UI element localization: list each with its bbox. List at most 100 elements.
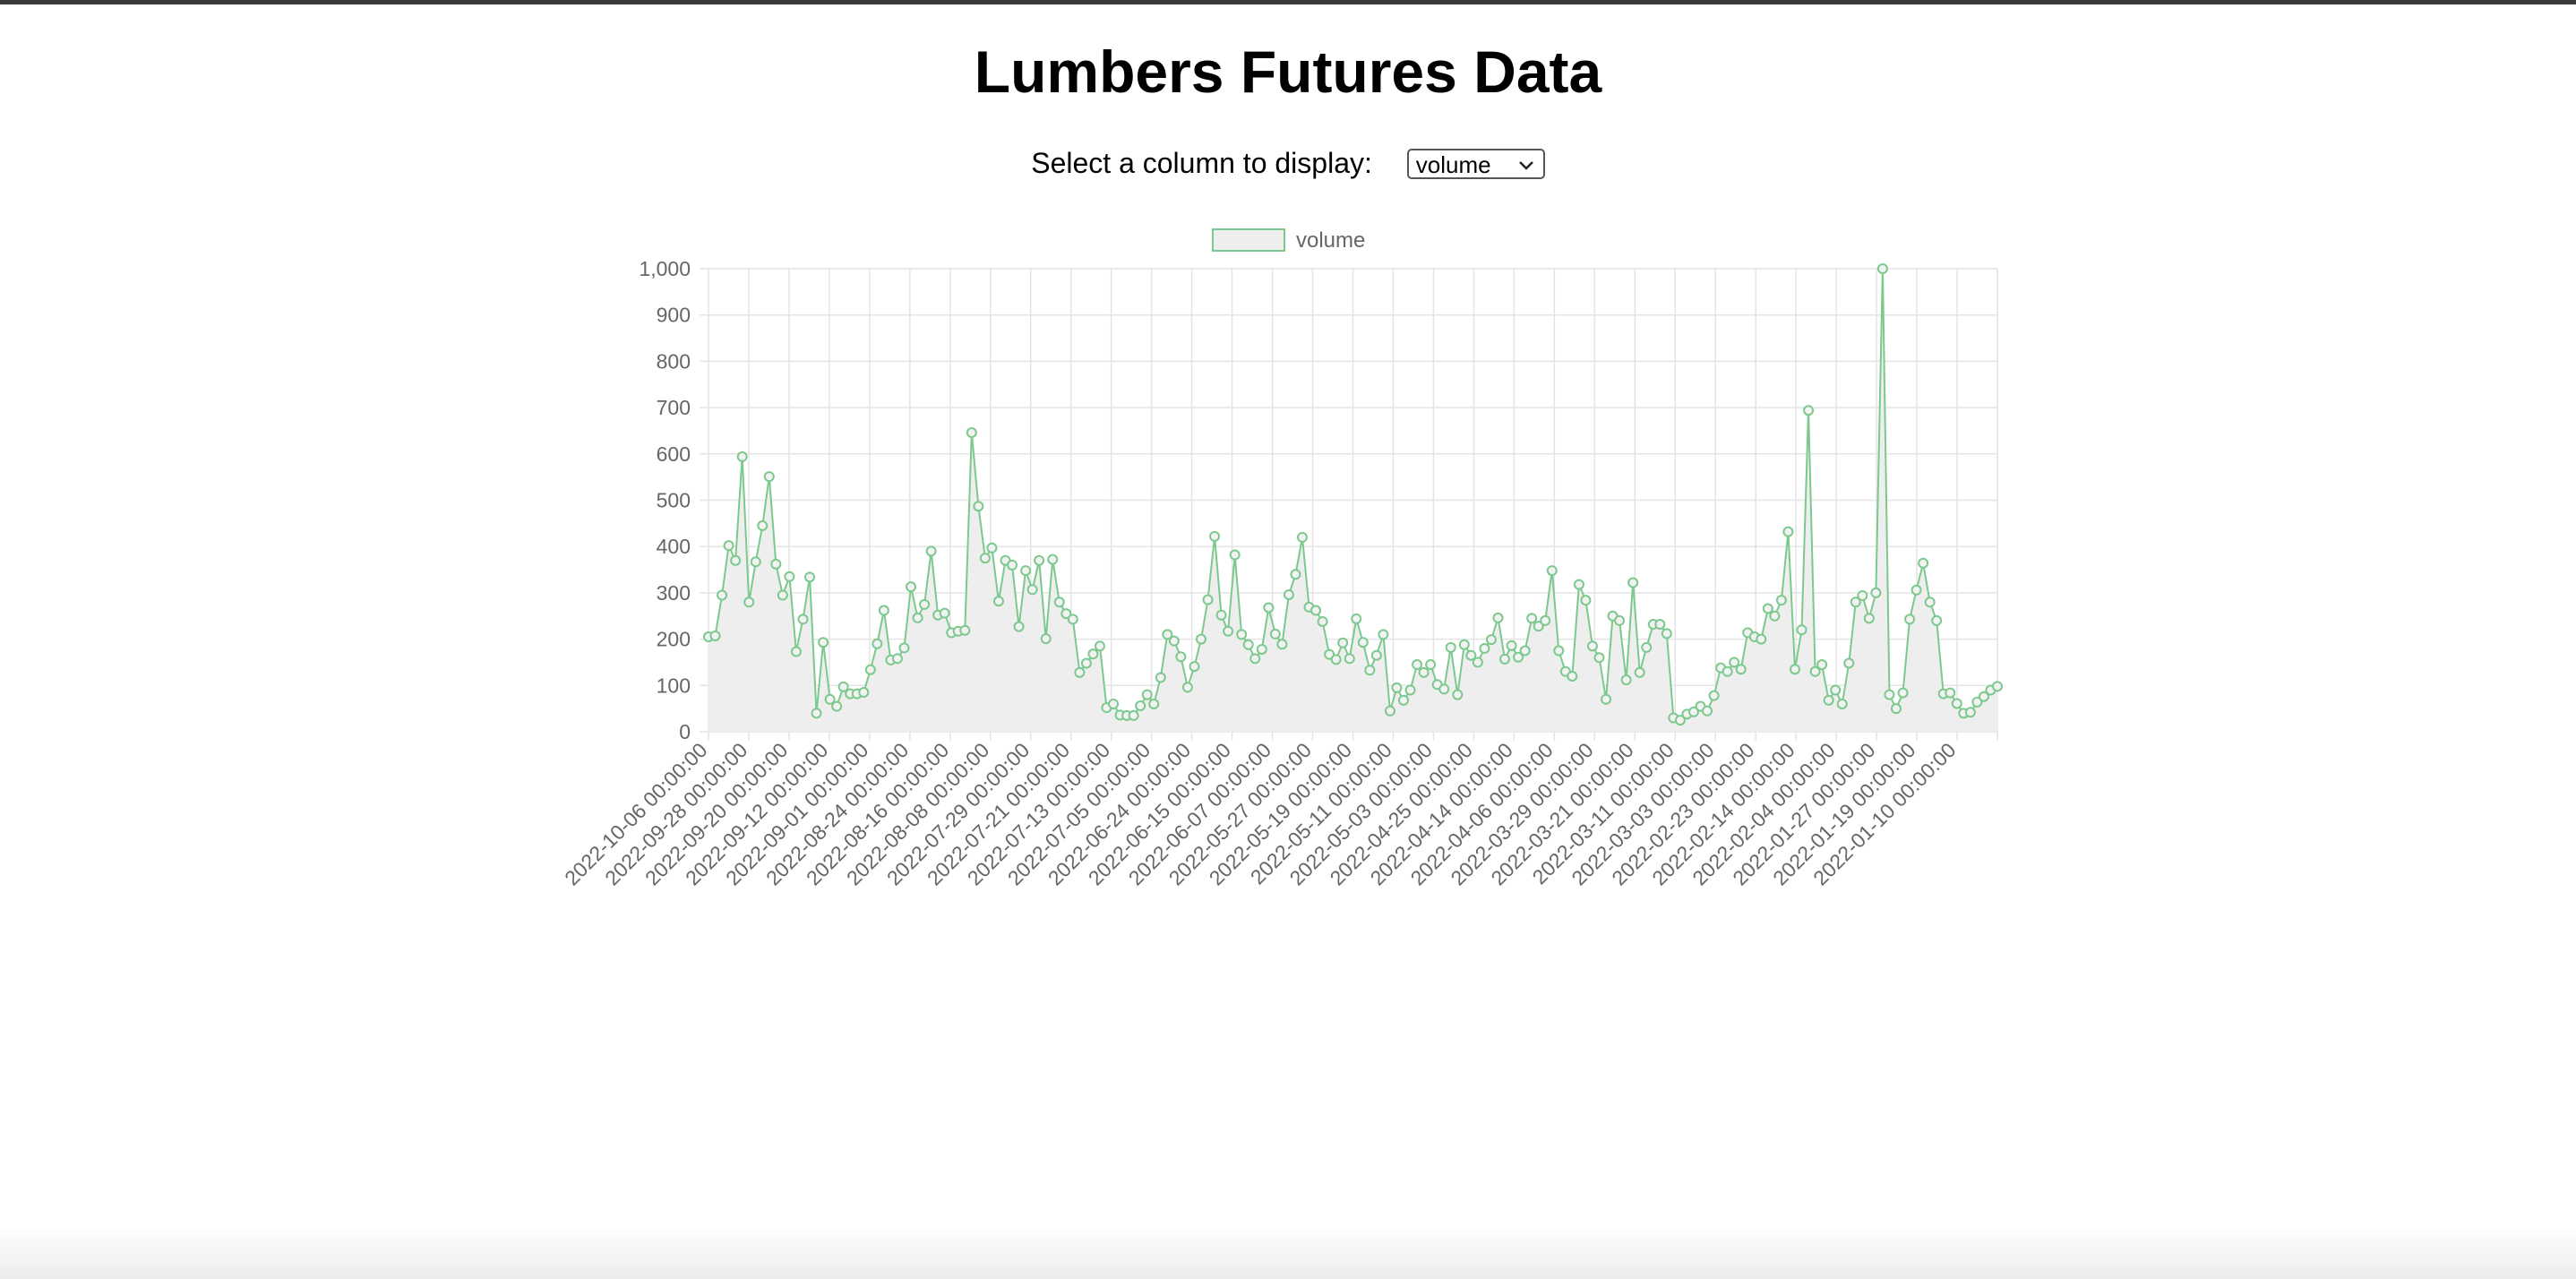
volume-data-point (1269, 628, 1281, 640)
volume-data-point (1836, 698, 1848, 709)
volume-data-point (1384, 705, 1395, 717)
volume-data-point (1370, 649, 1382, 661)
volume-data-point (1472, 657, 1483, 668)
volume-data-point (1499, 653, 1511, 665)
volume-data-point (1809, 665, 1821, 677)
volume-data-point (1209, 530, 1221, 542)
volume-data-point (1007, 559, 1018, 571)
volume-data-point (1876, 263, 1888, 274)
volume-data-point (1418, 666, 1430, 678)
window-top-bar (0, 0, 2576, 4)
volume-data-point (1918, 557, 1929, 569)
volume-data-point (1762, 603, 1773, 614)
volume-data-point (1026, 584, 1038, 596)
volume-data-point (1236, 629, 1248, 640)
volume-data-point (1992, 681, 2003, 692)
volume-data-point (1181, 682, 1193, 693)
volume-data-point (1567, 670, 1578, 682)
column-select-value: volume (1415, 150, 1491, 178)
volume-data-point (1034, 554, 1045, 566)
volume-data-point (736, 451, 748, 462)
volume-data-point (1404, 684, 1416, 696)
volume-data-point (1580, 595, 1592, 606)
volume-data-point (1620, 674, 1632, 686)
volume-data-point (1040, 633, 1052, 645)
volume-data-point (1553, 645, 1565, 657)
volume-data-point (1924, 597, 1936, 608)
volume-data-point (1614, 614, 1626, 626)
volume-data-point (818, 637, 829, 648)
volume-data-point (1857, 590, 1868, 602)
volume-data-point (966, 427, 977, 439)
volume-data-point (1546, 565, 1558, 577)
volume-data-point (1276, 639, 1288, 650)
volume-data-point (973, 501, 984, 512)
volume-data-point (824, 693, 836, 705)
volume-data-point (1769, 610, 1781, 622)
volume-data-point (906, 581, 917, 593)
volume-data-point (1141, 689, 1153, 700)
volume-data-point (1351, 613, 1362, 624)
volume-data-point (1479, 642, 1490, 654)
volume-data-point (864, 664, 876, 675)
volume-data-point (1080, 657, 1092, 669)
volume-data-point (1775, 595, 1787, 606)
volume-data-point (858, 687, 870, 699)
volume-data-point (1674, 715, 1686, 726)
volume-data-point (763, 471, 775, 483)
volume-data-point (1964, 707, 1976, 718)
volume-data-point (730, 554, 742, 566)
volume-data-point (992, 596, 1004, 607)
volume-data-point (1708, 690, 1720, 701)
volume-data-point (1687, 706, 1699, 717)
legend-label: volume (1296, 228, 1365, 253)
volume-data-point (1108, 698, 1120, 709)
volume-data-point (1290, 569, 1301, 580)
y-tick-label: 600 (657, 442, 691, 466)
y-tick-label: 100 (657, 674, 691, 697)
volume-data-point (723, 540, 734, 552)
volume-data-point (837, 681, 849, 692)
column-select[interactable]: volume (1406, 148, 1545, 179)
volume-data-point (1884, 689, 1895, 700)
volume-data-point (1601, 693, 1612, 705)
volume-data-point (1756, 633, 1767, 645)
volume-data-point (1911, 584, 1922, 596)
volume-data-point (1641, 641, 1653, 653)
volume-data-point (878, 605, 889, 616)
volume-data-point (1863, 613, 1875, 624)
volume-data-point (1317, 615, 1328, 627)
volume-data-point (1074, 666, 1086, 678)
volume-data-point (757, 519, 769, 531)
y-tick-label: 900 (657, 304, 691, 327)
volume-data-point (1412, 659, 1423, 671)
volume-data-point (1452, 689, 1464, 700)
volume-data-point (1162, 629, 1173, 640)
volume-data-point (1519, 645, 1531, 657)
volume-data-point (1242, 639, 1254, 650)
volume-data-point (1189, 661, 1200, 673)
volume-data-point (959, 624, 971, 636)
volume-data-point (811, 708, 822, 719)
volume-data-point (784, 571, 795, 582)
column-selector-label: Select a column to display: (1031, 147, 1372, 180)
volume-data-point (1195, 633, 1206, 645)
volume-data-point (912, 612, 923, 623)
volume-data-point (1391, 682, 1403, 693)
volume-data-point (1492, 612, 1504, 623)
volume-data-point (1573, 579, 1584, 590)
volume-data-point (1053, 597, 1065, 608)
volume-data-point (1128, 709, 1139, 721)
volume-data-point (804, 571, 816, 583)
volume-data-point (891, 653, 903, 665)
volume-data-point (1155, 672, 1166, 683)
volume-data-point (1803, 405, 1815, 416)
volume-data-point (1330, 654, 1342, 665)
volume-data-point (1256, 643, 1267, 655)
volume-data-point (1945, 687, 1956, 699)
volume-data-point (1364, 665, 1376, 676)
volume-data-point (1060, 608, 1072, 620)
y-tick-label: 800 (657, 349, 691, 373)
volume-data-point (1438, 683, 1450, 695)
volume-data-point (919, 598, 931, 610)
